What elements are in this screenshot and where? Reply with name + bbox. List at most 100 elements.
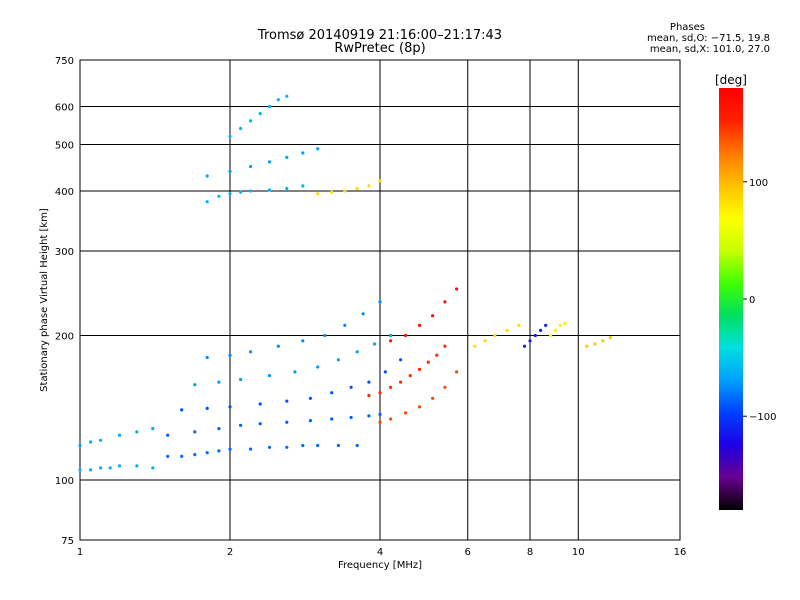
data-point	[89, 440, 93, 444]
data-point	[135, 464, 139, 468]
y-tick-label: 200	[55, 332, 74, 343]
data-point	[166, 433, 170, 437]
data-point	[443, 300, 447, 304]
y-tick-label: 100	[55, 476, 74, 487]
data-point	[378, 420, 382, 424]
data-point	[355, 443, 359, 448]
data-point	[301, 339, 305, 343]
data-point	[330, 391, 334, 395]
data-point	[389, 333, 393, 338]
data-point	[417, 367, 422, 371]
data-point	[330, 417, 334, 421]
data-point	[378, 179, 382, 183]
data-point	[426, 360, 430, 364]
data-point	[193, 383, 197, 387]
data-point	[316, 443, 320, 448]
data-point	[239, 423, 243, 427]
colorbar-tick-label: −100	[749, 412, 776, 423]
data-point	[383, 370, 387, 374]
colorbar-tick-label: 100	[749, 178, 768, 189]
data-point	[316, 192, 320, 196]
data-point	[89, 468, 93, 472]
data-point	[117, 433, 122, 437]
data-point	[78, 443, 82, 448]
data-point	[361, 312, 365, 316]
data-point	[285, 399, 289, 403]
data-point	[601, 339, 605, 343]
data-point	[533, 333, 537, 338]
x-tick-label: 8	[527, 547, 533, 558]
data-point	[249, 164, 253, 169]
data-point	[505, 328, 509, 332]
data-point	[228, 169, 232, 173]
data-point	[285, 155, 289, 159]
data-point	[267, 160, 272, 164]
data-point	[431, 314, 435, 318]
legend-heading: Phases	[669, 22, 705, 33]
data-point	[399, 380, 403, 384]
data-point	[522, 344, 527, 348]
data-point	[193, 430, 197, 434]
data-point	[399, 358, 403, 362]
data-point	[285, 186, 289, 191]
x-tick-label: 1	[77, 547, 83, 558]
data-point	[228, 405, 232, 409]
data-point	[228, 447, 232, 451]
data-point	[378, 391, 382, 395]
data-point	[378, 300, 382, 304]
legend-line2: mean, sd,X: 101.0, 27.0	[649, 44, 770, 55]
chart-title: Tromsø 20140919 21:16:00–21:17:43	[257, 28, 503, 43]
data-point	[417, 405, 422, 409]
data-point	[276, 98, 280, 102]
data-point	[435, 353, 439, 357]
data-point	[301, 443, 305, 448]
data-point	[417, 323, 422, 327]
y-tick-label: 750	[55, 56, 74, 67]
data-point	[349, 415, 353, 420]
colorbar	[719, 88, 743, 510]
data-point	[293, 370, 297, 374]
data-point	[585, 344, 589, 348]
data-point	[403, 411, 408, 415]
data-point	[205, 451, 209, 455]
data-point	[330, 190, 334, 194]
data-point	[308, 419, 312, 423]
x-tick-label: 10	[572, 547, 585, 558]
data-point	[403, 333, 408, 338]
data-point	[78, 468, 82, 472]
y-tick-label: 75	[61, 536, 74, 547]
data-point	[455, 287, 459, 291]
data-point	[258, 402, 262, 406]
data-point	[151, 427, 155, 431]
data-point	[349, 385, 353, 389]
chart-subtitle: RwPretec (8p)	[334, 41, 426, 56]
data-point	[493, 333, 497, 338]
data-point	[217, 194, 221, 198]
data-point	[258, 422, 262, 426]
data-point	[563, 321, 567, 325]
data-point	[276, 344, 280, 348]
data-point	[301, 151, 305, 155]
data-point	[544, 323, 548, 327]
x-tick-label: 16	[674, 547, 687, 558]
data-point	[608, 336, 613, 340]
x-tick-label: 2	[227, 547, 233, 558]
y-tick-label: 300	[55, 247, 74, 258]
data-point	[517, 323, 521, 327]
data-point	[389, 417, 393, 421]
x-tick-label: 4	[377, 547, 383, 558]
data-point	[367, 380, 371, 384]
data-point	[267, 188, 272, 192]
data-point	[455, 370, 459, 374]
data-point	[336, 443, 340, 448]
data-point	[443, 385, 447, 389]
data-point	[249, 189, 253, 193]
data-point	[483, 339, 487, 343]
data-point	[367, 184, 371, 188]
colorbar-label: [deg]	[715, 73, 747, 87]
data-point	[367, 414, 371, 418]
data-point	[217, 380, 221, 384]
y-tick-label: 400	[55, 187, 74, 198]
data-point	[285, 94, 289, 98]
data-point	[323, 333, 327, 338]
